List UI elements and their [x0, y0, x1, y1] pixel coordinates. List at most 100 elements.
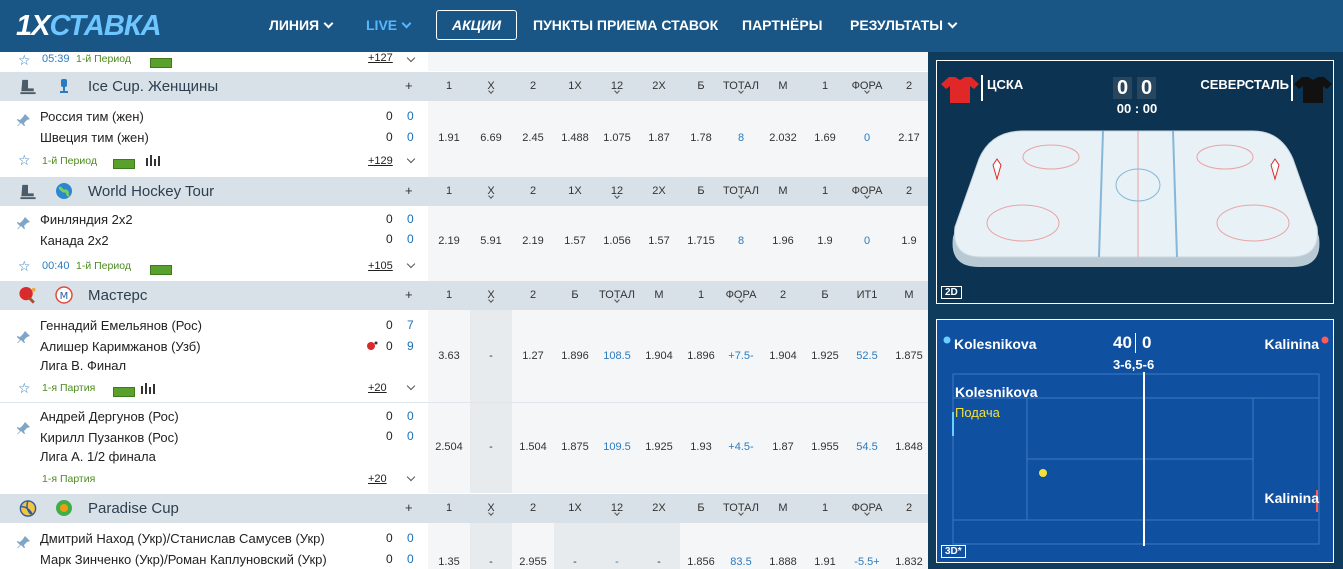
- pin-icon[interactable]: [17, 535, 31, 549]
- odds-cell[interactable]: 1.96: [772, 235, 794, 247]
- market-header[interactable]: Б: [571, 289, 579, 301]
- market-header[interactable]: Б: [821, 289, 829, 301]
- nav-results[interactable]: РЕЗУЛЬТАТЫ: [850, 0, 958, 52]
- chevron-down-icon[interactable]: [406, 381, 416, 391]
- field-icon[interactable]: [150, 261, 172, 279]
- odds-cell[interactable]: -: [573, 556, 577, 568]
- pin-icon[interactable]: [17, 330, 31, 344]
- market-header[interactable]: 2Х: [652, 185, 666, 197]
- field-icon[interactable]: [150, 54, 172, 72]
- star-icon[interactable]: ☆: [18, 258, 31, 274]
- odds-cell[interactable]: 1.488: [561, 132, 589, 144]
- odds-cell[interactable]: 5.91: [480, 235, 502, 247]
- odds-cell[interactable]: 3.63: [438, 350, 460, 362]
- chevron-down-icon[interactable]: [406, 154, 416, 164]
- odds-cell[interactable]: 1.904: [769, 350, 797, 362]
- nav-partners[interactable]: ПАРТНЁРЫ: [742, 17, 823, 33]
- odds-cell[interactable]: 1.27: [522, 350, 544, 362]
- odds-cell[interactable]: 1.69: [814, 132, 836, 144]
- odds-cell[interactable]: 1.715: [687, 235, 715, 247]
- event-row[interactable]: Финляндия 2х2 Канада 2х2 0 0 0 0 ☆ 00:40…: [0, 206, 928, 281]
- odds-cell[interactable]: 1.87: [648, 132, 670, 144]
- league-header[interactable]: Ice Cup. Женщины + 1 Х 2 1Х 12 2Х Б ТОТАЛ М 1 ФОРА…: [0, 72, 928, 101]
- market-header[interactable]: ФОРА: [851, 80, 883, 94]
- odds-cell[interactable]: -5.5+: [854, 556, 880, 568]
- market-header[interactable]: Х: [487, 502, 495, 516]
- market-header[interactable]: 2: [529, 80, 537, 92]
- more-markets-link[interactable]: +20: [368, 473, 387, 485]
- more-markets-link[interactable]: +20: [368, 382, 387, 394]
- odds-cell[interactable]: 1.57: [648, 235, 670, 247]
- market-header[interactable]: Х: [487, 289, 495, 303]
- logo[interactable]: 1XСТАВКА: [16, 10, 162, 42]
- market-header[interactable]: 1Х: [568, 502, 582, 514]
- odds-cell[interactable]: 2.032: [769, 132, 797, 144]
- chevron-down-icon[interactable]: [406, 472, 416, 482]
- market-header[interactable]: М: [778, 80, 788, 92]
- odds-cell[interactable]: 6.69: [480, 132, 502, 144]
- market-header[interactable]: Х: [487, 80, 495, 94]
- odds-cell[interactable]: 2.17: [898, 132, 920, 144]
- pin-icon[interactable]: [17, 421, 31, 435]
- odds-cell[interactable]: 1.504: [519, 441, 547, 453]
- odds-cell[interactable]: 109.5: [603, 441, 631, 453]
- odds-cell[interactable]: -: [657, 556, 661, 568]
- market-header[interactable]: 12: [610, 502, 624, 516]
- pin-icon[interactable]: [17, 216, 31, 230]
- market-header[interactable]: ФОРА: [851, 502, 883, 516]
- market-header[interactable]: 2: [905, 185, 913, 197]
- odds-cell[interactable]: 1.87: [772, 441, 794, 453]
- odds-cell[interactable]: 1.888: [769, 556, 797, 568]
- odds-cell[interactable]: 1.925: [645, 441, 673, 453]
- event-row[interactable]: Россия тим (жен) Швеция тим (жен) 0 0 0 …: [0, 101, 928, 179]
- pin-icon[interactable]: [17, 113, 31, 127]
- add-league-button[interactable]: +: [405, 183, 413, 198]
- odds-cell[interactable]: 1.875: [561, 441, 589, 453]
- market-header[interactable]: 1: [445, 289, 453, 301]
- market-header[interactable]: Б: [697, 185, 705, 197]
- market-header[interactable]: Б: [697, 80, 705, 92]
- market-header[interactable]: 1Х: [568, 80, 582, 92]
- star-icon[interactable]: ☆: [18, 152, 31, 168]
- hockey-widget[interactable]: ЦСКА 0 0 00 : 00 СЕВЕРСТАЛЬ 2D: [936, 60, 1334, 304]
- league-header[interactable]: M Мастерс + 1 Х 2 Б ТОТАЛ М 1 ФОРА 2 Б ИТ1 М: [0, 281, 928, 310]
- market-header[interactable]: 1Х: [568, 185, 582, 197]
- add-league-button[interactable]: +: [405, 78, 413, 93]
- market-header[interactable]: 1: [821, 502, 829, 514]
- more-markets-link[interactable]: +127: [368, 52, 393, 64]
- odds-cell[interactable]: -: [489, 556, 493, 568]
- event-row[interactable]: Геннадий Емельянов (Рос) Алишер Каримжан…: [0, 310, 928, 402]
- chevron-down-icon[interactable]: [406, 259, 416, 269]
- add-league-button[interactable]: +: [405, 287, 413, 302]
- odds-cell[interactable]: 1.832: [895, 556, 923, 568]
- odds-cell[interactable]: 8: [737, 132, 745, 144]
- market-header[interactable]: 2: [779, 289, 787, 301]
- event-row[interactable]: Дмитрий Наход (Укр)/Станислав Самусев (У…: [0, 523, 928, 569]
- market-header[interactable]: 12: [610, 185, 624, 199]
- market-header[interactable]: 2: [529, 289, 537, 301]
- market-header[interactable]: ФОРА: [851, 185, 883, 199]
- market-header[interactable]: М: [778, 502, 788, 514]
- odds-cell[interactable]: 2.504: [435, 441, 463, 453]
- odds-cell[interactable]: 0: [863, 132, 871, 144]
- chevron-down-icon[interactable]: [406, 53, 416, 63]
- market-header[interactable]: 2Х: [652, 80, 666, 92]
- odds-cell[interactable]: 2.19: [438, 235, 460, 247]
- odds-cell[interactable]: 8: [737, 235, 745, 247]
- odds-cell[interactable]: -: [489, 441, 493, 453]
- odds-cell[interactable]: 1.9: [901, 235, 917, 247]
- market-header[interactable]: Б: [697, 502, 705, 514]
- league-header[interactable]: Paradise Cup + 1 Х 2 1Х 12 2Х Б ТОТАЛ М 1 ФОРА 2: [0, 494, 928, 523]
- star-icon[interactable]: ☆: [18, 380, 31, 396]
- odds-cell[interactable]: 1.35: [438, 556, 460, 568]
- odds-cell[interactable]: 2.45: [522, 132, 544, 144]
- market-header[interactable]: ТОТАЛ: [723, 185, 759, 199]
- event-row[interactable]: Андрей Дергунов (Рос) Кирилл Пузанков (Р…: [0, 403, 928, 493]
- market-header[interactable]: 2: [905, 502, 913, 514]
- odds-cell[interactable]: 83.5: [730, 556, 752, 568]
- market-header[interactable]: М: [778, 185, 788, 197]
- stats-icon[interactable]: [145, 154, 163, 166]
- market-header[interactable]: 1: [445, 502, 453, 514]
- odds-cell[interactable]: 1.056: [603, 235, 631, 247]
- market-header[interactable]: Х: [487, 185, 495, 199]
